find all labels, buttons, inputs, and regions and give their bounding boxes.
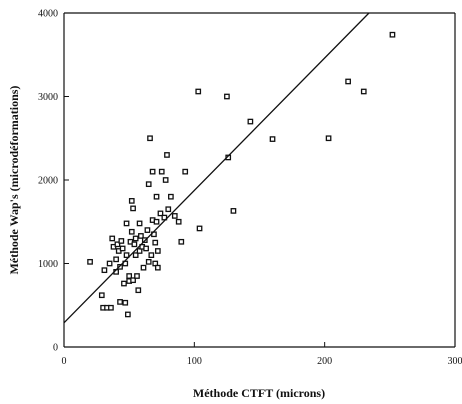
- data-point: [157, 210, 164, 217]
- data-point: [143, 245, 149, 252]
- data-point: [130, 277, 136, 284]
- data-point: [136, 220, 143, 227]
- data-point: [161, 214, 168, 221]
- data-point: [106, 260, 113, 267]
- x-tick-label: 0: [62, 356, 67, 367]
- y-tick-label: 0: [53, 343, 58, 354]
- data-point: [178, 238, 185, 245]
- data-point: [389, 31, 396, 38]
- data-point: [123, 220, 130, 227]
- data-point: [117, 299, 123, 305]
- data-point: [164, 152, 170, 158]
- data-point: [123, 252, 130, 258]
- data-point: [140, 264, 147, 271]
- data-point: [114, 241, 121, 248]
- data-point: [360, 88, 367, 95]
- data-point: [230, 208, 237, 214]
- data-point: [224, 93, 230, 100]
- x-axis-title: Méthode CTFT (microns): [193, 386, 325, 400]
- data-point: [153, 193, 160, 200]
- regression-line-group: [63, 12, 370, 324]
- data-point: [119, 245, 126, 252]
- data-point: [325, 135, 332, 142]
- data-point: [113, 256, 119, 263]
- data-point: [117, 263, 123, 270]
- data-point: [147, 135, 153, 142]
- data-point: [132, 235, 139, 242]
- plot-area: 0 100 200 300 0 1000 2000 3000 4000: [38, 9, 462, 368]
- data-point: [130, 205, 136, 212]
- data-point: [131, 241, 138, 248]
- data-point: [149, 168, 156, 175]
- data-point: [108, 304, 114, 311]
- x-tick-label: 300: [448, 356, 462, 367]
- data-point: [125, 311, 131, 318]
- data-point: [171, 213, 178, 219]
- data-point: [154, 248, 161, 254]
- data-point: [345, 78, 351, 85]
- data-point: [135, 287, 142, 294]
- data-point: [101, 267, 108, 274]
- data-point: [165, 206, 172, 213]
- y-tick-label: 1000: [38, 259, 58, 270]
- data-points: [87, 31, 396, 318]
- data-point: [109, 235, 116, 242]
- data-point: [122, 299, 129, 306]
- data-point: [118, 238, 125, 244]
- y-tick-label: 2000: [38, 176, 58, 187]
- data-point: [162, 177, 169, 183]
- x-tick-label: 100: [187, 356, 202, 367]
- x-tick-label: 200: [317, 356, 332, 367]
- data-point: [144, 227, 151, 233]
- data-point: [128, 198, 135, 204]
- data-point: [158, 168, 165, 175]
- data-point: [168, 193, 174, 200]
- y-axis-title: Méthode Wap's (microdéformations): [7, 86, 21, 275]
- x-ticks: 0 100 200 300: [62, 342, 462, 367]
- data-point: [269, 136, 276, 142]
- y-tick-label: 4000: [38, 9, 58, 20]
- data-point: [98, 292, 105, 299]
- data-point: [134, 273, 140, 279]
- data-point: [148, 252, 155, 258]
- data-point: [152, 239, 159, 246]
- y-ticks: 0 1000 2000 3000 4000: [38, 9, 69, 354]
- data-point: [153, 218, 160, 225]
- data-point: [145, 181, 152, 188]
- data-point: [182, 168, 189, 175]
- data-point: [145, 258, 152, 265]
- data-point: [175, 218, 182, 225]
- data-point: [87, 258, 93, 265]
- data-point: [154, 264, 161, 271]
- y-tick-label: 3000: [38, 92, 58, 103]
- data-point: [195, 88, 202, 95]
- data-point: [247, 118, 254, 125]
- regression-line: [63, 12, 370, 324]
- data-point: [132, 252, 139, 258]
- data-point: [121, 280, 127, 287]
- data-point: [138, 233, 144, 239]
- data-point: [196, 225, 203, 232]
- data-point: [128, 228, 135, 235]
